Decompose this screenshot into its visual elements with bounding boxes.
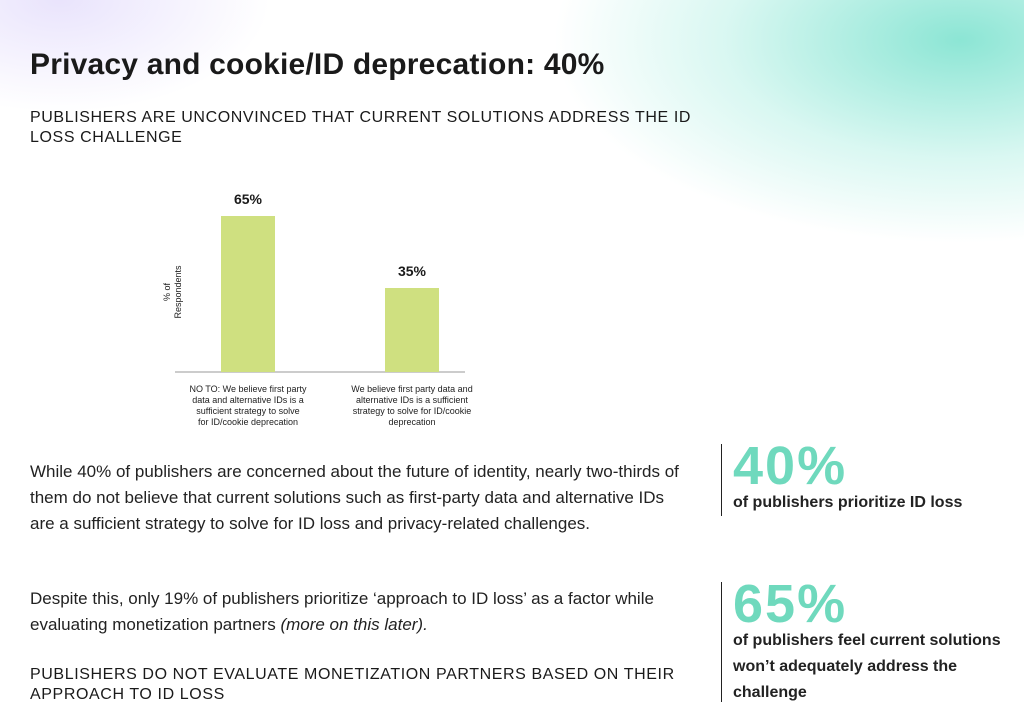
category-label-2: We believe first party data and alternati… bbox=[351, 384, 472, 427]
paragraph-prioritization: Despite this, only 19% of publishers pri… bbox=[30, 586, 690, 638]
stat-caption: of publishers feel current solutions won… bbox=[733, 632, 1001, 701]
stat-callout-id-loss: 40% of publishers prioritize ID loss bbox=[721, 436, 1003, 516]
y-axis-label: % ofRespondents bbox=[162, 265, 183, 319]
stat-value: 40% bbox=[733, 436, 848, 496]
section-heading-monetization: PUBLISHERS DO NOT EVALUATE MONETIZATION … bbox=[30, 666, 675, 703]
bar-chart-svg: % ofRespondents 65% NO TO: We believe firs… bbox=[162, 191, 473, 427]
stat-caption: of publishers prioritize ID loss bbox=[733, 494, 963, 511]
category-label-1: NO TO: We believe first party data and al… bbox=[189, 384, 307, 427]
data-label-1: 65% bbox=[234, 191, 263, 207]
paragraph-identity-concern: While 40% of publishers are concerned ab… bbox=[30, 462, 679, 533]
section-heading-id-loss: PUBLISHERS ARE UNCONVINCED THAT CURRENT … bbox=[30, 109, 692, 146]
stat-callout-solutions: 65% of publishers feel current solutions… bbox=[721, 574, 1003, 702]
bar-2 bbox=[385, 288, 439, 372]
data-label-2: 35% bbox=[398, 263, 427, 279]
bar-1 bbox=[221, 216, 275, 372]
paragraph-prioritization-text: Despite this, only 19% of publishers pri… bbox=[30, 589, 654, 634]
bar-chart: % ofRespondents 65% NO TO: We believe firs… bbox=[150, 180, 510, 440]
paragraph-prioritization-note: (more on this later). bbox=[280, 615, 428, 634]
page-title: Privacy and cookie/ID deprecation: 40% bbox=[30, 48, 605, 81]
stat-value: 65% bbox=[733, 574, 848, 634]
